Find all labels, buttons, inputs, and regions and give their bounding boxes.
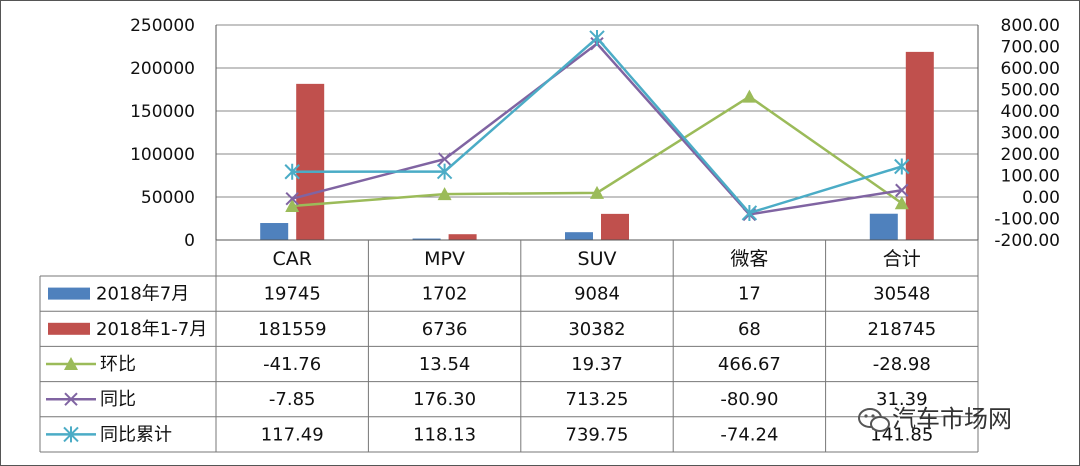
point xyxy=(285,198,300,212)
y-left-tick-label: 150000 xyxy=(130,102,195,122)
point xyxy=(894,158,910,175)
bar xyxy=(905,51,934,240)
table-cell: 30548 xyxy=(873,284,930,305)
point xyxy=(590,185,604,199)
table-cell: 739.75 xyxy=(566,424,629,445)
table-cell: 19.37 xyxy=(571,354,623,375)
category-label: SUV xyxy=(578,248,617,270)
point xyxy=(285,191,299,206)
y-right-tick-label: 400.00 xyxy=(1001,102,1060,122)
y-right-tick-label: -200.00 xyxy=(994,231,1060,251)
point xyxy=(741,204,758,221)
table-cell: 1702 xyxy=(422,284,468,305)
table-cell: 466.67 xyxy=(718,354,781,375)
table-cell: 30382 xyxy=(568,319,625,340)
table-cell: -28.98 xyxy=(873,354,931,375)
table-cell: 13.54 xyxy=(419,354,471,375)
table-cell: 176.30 xyxy=(413,389,476,410)
point xyxy=(895,183,909,197)
bar xyxy=(412,238,441,240)
y-right-tick-label: -100.00 xyxy=(994,210,1060,230)
category-label: MPV xyxy=(424,248,465,270)
legend-label: 环比 xyxy=(100,354,136,375)
y-right-tick-label: 600.00 xyxy=(1001,59,1060,79)
axes: 0 50000 100000 150000 200000 250000 -200.00-10… xyxy=(130,16,1060,251)
table-cell: -74.24 xyxy=(720,424,778,445)
wechat-icon xyxy=(858,408,890,432)
y-left-tick-label: 0 xyxy=(184,231,195,251)
legend-key xyxy=(48,322,90,335)
y-right-tick-label: 700.00 xyxy=(1001,38,1060,58)
point xyxy=(437,152,452,166)
watermark: 汽车市场网 xyxy=(858,405,1012,433)
y-left-tick-label: 50000 xyxy=(141,188,195,208)
point xyxy=(894,196,909,210)
y-left-tick-label: 200000 xyxy=(130,59,195,79)
table-cell: -80.90 xyxy=(720,389,778,410)
table-cell: -7.85 xyxy=(269,389,316,410)
point xyxy=(63,426,79,443)
legend-label: 同比累计 xyxy=(100,424,172,445)
watermark-text: 汽车市场网 xyxy=(892,405,1012,433)
bar xyxy=(448,234,477,240)
bar xyxy=(565,232,593,240)
y-right-tick-label: 500.00 xyxy=(1001,81,1060,101)
point xyxy=(589,29,605,46)
bar xyxy=(260,223,289,240)
legend-label: 2018年7月 xyxy=(96,284,189,305)
category-label: CAR xyxy=(272,248,311,270)
y-right-tick-label: 200.00 xyxy=(1001,145,1060,165)
table-cell: 6736 xyxy=(422,319,468,340)
y-left-tick-label: 100000 xyxy=(130,145,195,165)
table-cell: 68 xyxy=(738,319,761,340)
y-left-tick-label: 250000 xyxy=(130,16,195,36)
table-cell: 181559 xyxy=(258,319,327,340)
legend-key xyxy=(48,287,90,300)
bar xyxy=(601,213,629,240)
y-right-tick-label: 800.00 xyxy=(1001,16,1060,36)
point xyxy=(64,392,78,406)
table-cell: 31.39 xyxy=(876,389,928,410)
point xyxy=(436,163,453,180)
bars xyxy=(260,51,934,241)
data-table: CAR MPV SUV 微客 合计 2018年7月 19745 1702 9084 17 30548… xyxy=(39,240,979,453)
table-cell: 118.13 xyxy=(413,424,476,445)
point xyxy=(64,357,78,370)
bar xyxy=(869,213,898,240)
legend-label: 同比 xyxy=(100,389,136,410)
y-right-tick-label: 100.00 xyxy=(1001,167,1060,187)
bar xyxy=(296,83,325,241)
table-cell: 9084 xyxy=(574,284,620,305)
grid xyxy=(216,24,978,198)
point xyxy=(437,187,452,201)
y-right-tick-label: 0.00 xyxy=(1022,188,1060,208)
table-cell: 17 xyxy=(738,284,761,305)
table-cell: 218745 xyxy=(867,319,936,340)
point xyxy=(284,163,300,180)
table-cell: -41.76 xyxy=(263,354,321,375)
category-label: 微客 xyxy=(730,248,768,270)
category-label: 合计 xyxy=(883,248,921,270)
table-cell: 713.25 xyxy=(566,389,629,410)
table-cell: 117.49 xyxy=(261,424,324,445)
series-lines xyxy=(284,29,910,222)
legend-label: 2018年1-7月 xyxy=(96,319,207,340)
table-cell: 19745 xyxy=(264,284,321,305)
y-right-tick-label: 300.00 xyxy=(1001,124,1060,144)
point xyxy=(742,89,757,103)
